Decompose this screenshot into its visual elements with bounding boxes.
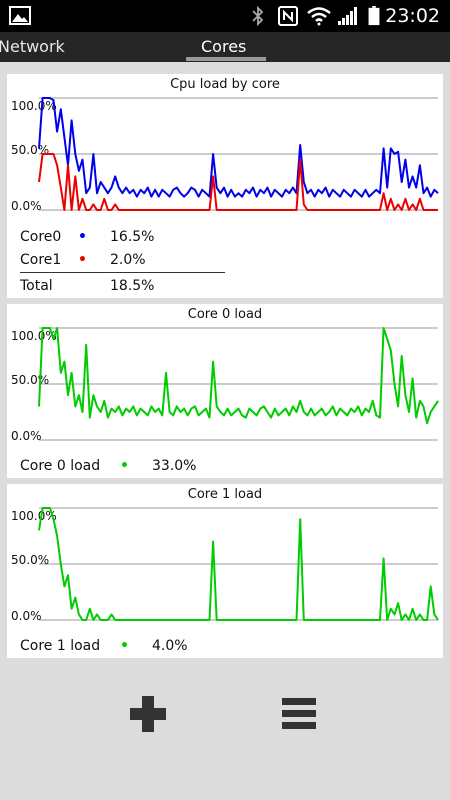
battery-icon: [368, 6, 380, 26]
legend-core0-value: 16.5%: [110, 229, 155, 245]
legend-core0-load: Core 0 load • 33.0%: [20, 458, 280, 478]
legend-core0-name: Core0: [20, 229, 62, 245]
clock-time: 23:02: [385, 5, 440, 27]
y-tick-label: 50.0%: [11, 373, 49, 387]
y-tick-label: 0.0%: [11, 199, 42, 213]
cpu-load-chart: 100.0%50.0%0.0%: [11, 97, 439, 213]
bluetooth-icon: [252, 6, 264, 26]
core1-load-card: Core 1 load 100.0% 50.0% 0.0% Core 1 load …: [7, 484, 443, 658]
legend-core1-name: Core1: [20, 252, 62, 268]
gallery-notification-icon: [9, 6, 31, 25]
legend-core0-load-dot: •: [120, 458, 129, 474]
signal-icon: [338, 7, 357, 25]
legend-core1-load-value: 4.0%: [152, 638, 188, 654]
y-tick-label: 0.0%: [11, 429, 42, 443]
y-tick-label: 100.0%: [11, 509, 57, 523]
core0-load-title: Core 0 load: [187, 307, 263, 322]
cpu-load-card: Cpu load by core 100.0% 50.0% 0.0% Core0 •…: [7, 74, 443, 298]
cpu-load-title: Cpu load by core: [170, 77, 280, 92]
series-line-0: [38, 97, 439, 198]
y-tick-label: 100.0%: [11, 99, 57, 113]
series-line-1: [38, 153, 438, 211]
tab-indicator: [186, 57, 266, 61]
core1-load-chart: 100.0% 50.0% 0.0%: [11, 507, 439, 623]
tab-cores[interactable]: Cores: [201, 37, 247, 56]
series-line-0: [38, 327, 439, 425]
legend-core1-load-dot: •: [120, 638, 129, 654]
core1-load-title: Core 1 load: [187, 487, 263, 502]
legend-total: Total 18.5%: [20, 278, 240, 298]
legend-core1-load-name: Core 1 load: [20, 638, 101, 654]
series-line-0: [38, 507, 439, 621]
legend-core1: Core1 • 2.0%: [20, 252, 240, 272]
y-tick-label: 50.0%: [11, 553, 49, 567]
core0-load-chart: 100.0% 50.0% 0.0%: [11, 327, 439, 443]
wifi-icon: [307, 7, 331, 26]
nfc-icon: [278, 6, 298, 26]
y-tick-label: 100.0%: [11, 329, 57, 343]
plus-icon[interactable]: [124, 690, 172, 738]
tab-network[interactable]: Network: [0, 37, 65, 56]
legend-total-value: 18.5%: [110, 278, 155, 294]
legend-core1-load: Core 1 load • 4.0%: [20, 638, 280, 658]
legend-core0-load-name: Core 0 load: [20, 458, 101, 474]
legend-core1-dot: •: [78, 252, 87, 268]
y-tick-label: 0.0%: [11, 609, 42, 623]
legend-total-name: Total: [20, 278, 53, 294]
legend-core0-dot: •: [78, 229, 87, 245]
legend-core1-value: 2.0%: [110, 252, 146, 268]
menu-icon[interactable]: [275, 690, 323, 738]
legend-core0-load-value: 33.0%: [152, 458, 197, 474]
core0-load-card: Core 0 load 100.0% 50.0% 0.0% Core 0 load …: [7, 304, 443, 478]
legend-core0: Core0 • 16.5%: [20, 229, 240, 249]
status-bar: 23:02: [0, 0, 450, 32]
legend-separator: [20, 272, 225, 273]
